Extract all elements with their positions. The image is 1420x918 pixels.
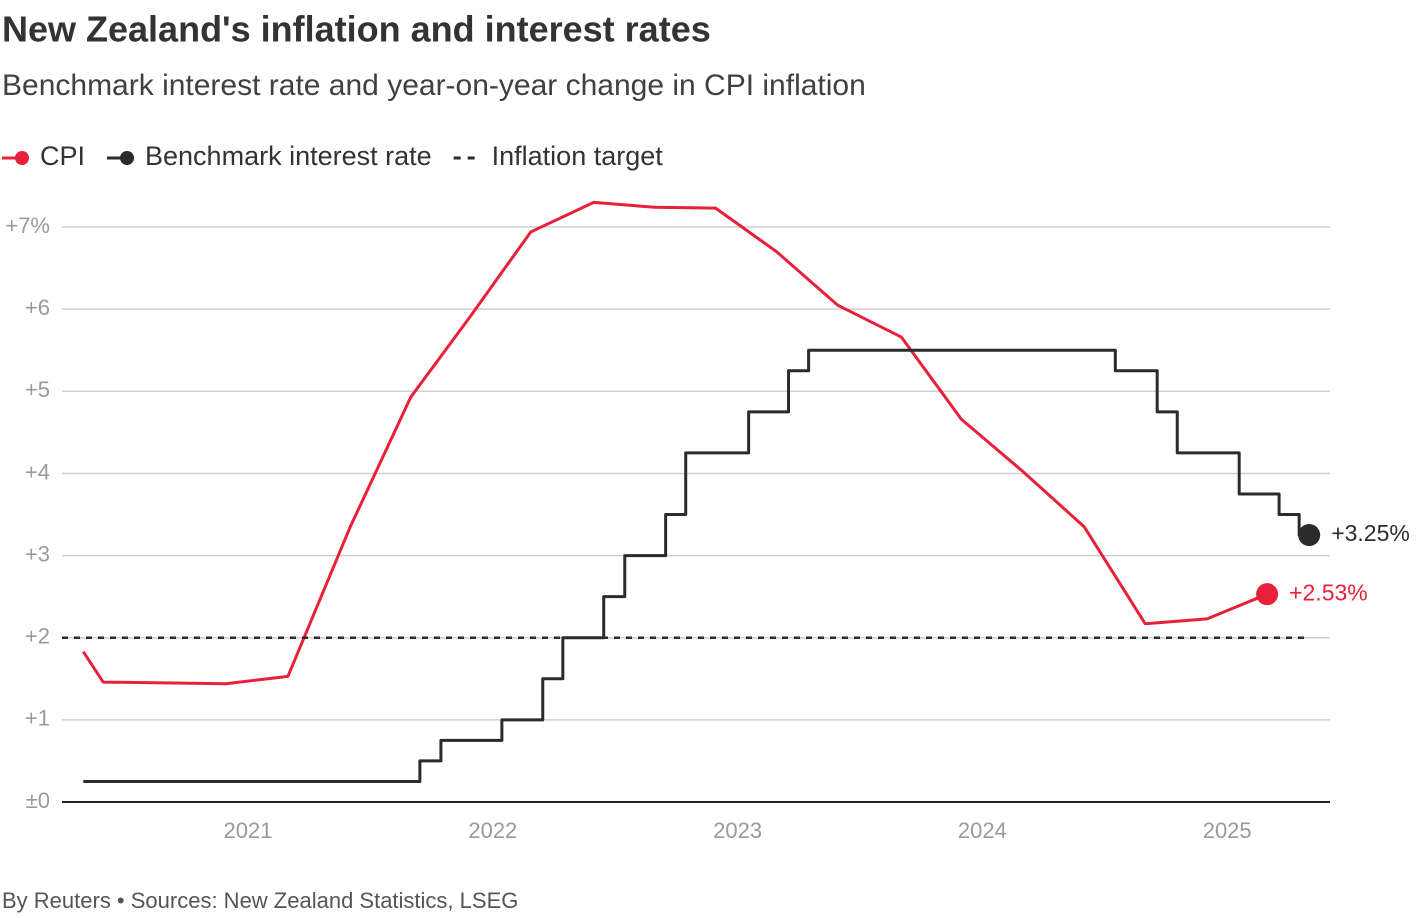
legend-label: Inflation target: [492, 141, 664, 171]
series-line: [83, 348, 1310, 783]
chart-title: New Zealand's inflation and interest rat…: [2, 9, 711, 50]
source-note: By Reuters • Sources: New Zealand Statis…: [2, 888, 518, 913]
x-tick-label: 2021: [224, 818, 273, 843]
chart-subtitle: Benchmark interest rate and year-on-year…: [2, 69, 866, 102]
y-tick-label: +7%: [5, 213, 50, 238]
x-tick-label: 2025: [1203, 818, 1252, 843]
legend-marker: [120, 151, 135, 165]
y-tick-label: +6: [25, 295, 50, 320]
y-tick-label: +5: [25, 377, 50, 402]
y-tick-label: +2: [25, 624, 50, 649]
y-tick-label: +3: [25, 541, 50, 566]
legend-label: CPI: [40, 141, 85, 171]
y-tick-label: +1: [25, 706, 50, 731]
value-label: +3.25%: [1331, 520, 1410, 546]
x-tick-label: 2024: [958, 818, 1007, 843]
value-label: +2.53%: [1289, 579, 1368, 605]
x-tick-label: 2022: [468, 818, 517, 843]
end-point: [1256, 583, 1279, 606]
y-tick-label: +4: [25, 459, 50, 484]
legend-label: Benchmark interest rate: [145, 141, 432, 171]
end-point: [1298, 524, 1321, 547]
series-line: [82, 200, 1268, 686]
legend-marker: [15, 151, 29, 165]
x-tick-label: 2023: [713, 818, 762, 843]
y-tick-label: ±0: [26, 788, 50, 813]
